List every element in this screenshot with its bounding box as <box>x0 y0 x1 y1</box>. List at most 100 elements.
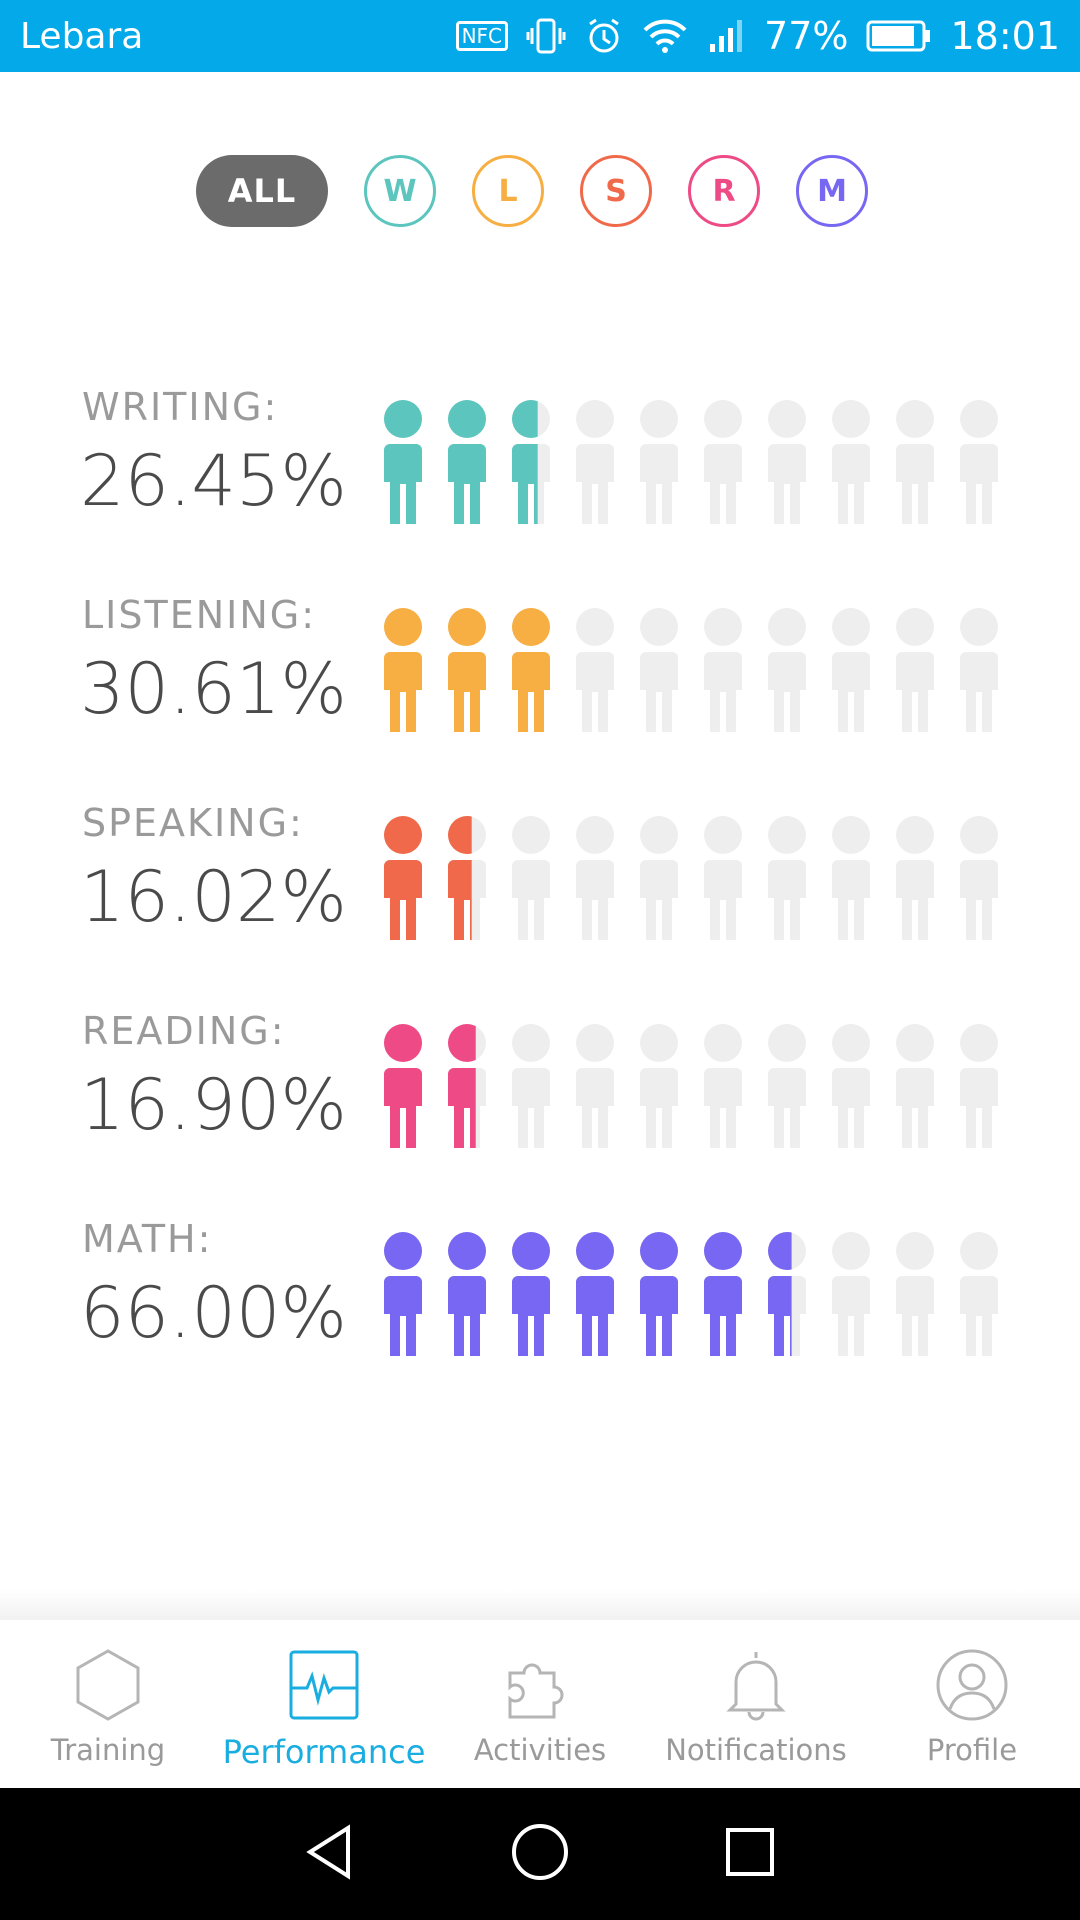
metric-value: 26.45% <box>80 440 347 522</box>
person-icon <box>636 1022 682 1148</box>
person-icon <box>572 606 618 732</box>
person-icon <box>764 814 810 940</box>
person-icon <box>380 1022 426 1148</box>
person-icon <box>956 814 1002 940</box>
metric-row-speaking: SPEAKING: 16.02% <box>0 796 1080 1004</box>
metric-row-reading: READING: 16.90% <box>0 1004 1080 1212</box>
person-icon <box>700 814 746 940</box>
metric-label: SPEAKING: <box>82 801 304 845</box>
person-icon <box>636 398 682 524</box>
person-icon <box>892 606 938 732</box>
skill-filter-bar: ALL W L S R M <box>196 155 868 227</box>
nav-label: Profile <box>926 1733 1018 1767</box>
wifi-icon <box>642 16 688 56</box>
bell-icon <box>720 1645 792 1725</box>
vibrate-icon <box>526 16 566 56</box>
clock: 18:01 <box>950 14 1060 58</box>
person-icon <box>828 398 874 524</box>
nav-label: Training <box>50 1733 166 1767</box>
person-icon <box>828 1022 874 1148</box>
person-icon <box>828 1230 874 1356</box>
person-icon <box>508 606 554 732</box>
filter-speaking-button[interactable]: S <box>580 155 652 227</box>
status-icons: NFC 77% 18:01 <box>455 14 1060 58</box>
pulse-chart-icon <box>287 1645 361 1725</box>
person-icon <box>380 398 426 524</box>
person-icon <box>508 398 554 524</box>
person-icon <box>892 398 938 524</box>
person-icon <box>508 1022 554 1148</box>
nav-activities[interactable]: Activities <box>432 1620 648 1788</box>
person-icon <box>444 606 490 732</box>
person-icon <box>444 814 490 940</box>
metric-label: LISTENING: <box>82 593 317 637</box>
hexagon-icon <box>72 1645 144 1725</box>
filter-all-button[interactable]: ALL <box>196 155 328 227</box>
person-icon <box>764 606 810 732</box>
person-icon <box>828 606 874 732</box>
person-icon <box>956 1230 1002 1356</box>
nav-label: Activities <box>473 1733 607 1767</box>
metric-row-math: MATH: 66.00% <box>0 1212 1080 1420</box>
metric-value: 16.02% <box>80 856 347 938</box>
metric-row-writing: WRITING: 26.45% <box>0 380 1080 588</box>
nav-performance[interactable]: Performance <box>216 1620 432 1788</box>
person-icon <box>892 1230 938 1356</box>
person-icon <box>700 606 746 732</box>
person-icon <box>444 398 490 524</box>
person-icon <box>764 1230 810 1356</box>
person-icon <box>700 1230 746 1356</box>
person-icon <box>508 1230 554 1356</box>
filter-reading-button[interactable]: R <box>688 155 760 227</box>
person-icon <box>636 814 682 940</box>
person-icon <box>444 1230 490 1356</box>
system-nav-bar <box>0 1788 1080 1920</box>
home-icon[interactable] <box>510 1822 570 1886</box>
person-icon <box>956 398 1002 524</box>
person-icon <box>956 606 1002 732</box>
person-icon <box>572 814 618 940</box>
person-icon <box>700 1022 746 1148</box>
metric-value: 66.00% <box>80 1272 347 1354</box>
person-icon <box>700 398 746 524</box>
person-icon <box>572 1230 618 1356</box>
person-icon <box>956 1022 1002 1148</box>
filter-writing-button[interactable]: W <box>364 155 436 227</box>
battery-percent: 77% <box>764 14 849 58</box>
filter-listening-button[interactable]: L <box>472 155 544 227</box>
back-icon[interactable] <box>300 1822 360 1886</box>
metric-value: 30.61% <box>80 648 347 730</box>
person-icon <box>764 1022 810 1148</box>
metric-label: MATH: <box>82 1217 213 1261</box>
battery-icon <box>866 18 932 54</box>
nav-notifications[interactable]: Notifications <box>648 1620 864 1788</box>
person-icon <box>508 814 554 940</box>
person-icon <box>828 814 874 940</box>
metric-row-listening: LISTENING: 30.61% <box>0 588 1080 796</box>
carrier-name: Lebara <box>20 15 144 57</box>
nfc-icon: NFC <box>455 21 509 51</box>
nav-profile[interactable]: Profile <box>864 1620 1080 1788</box>
nav-label: Notifications <box>665 1733 847 1767</box>
performance-metrics: WRITING: 26.45% LISTENING: 30.61% SPEAKI… <box>0 380 1080 1420</box>
recents-icon[interactable] <box>720 1822 780 1886</box>
person-icon <box>572 1022 618 1148</box>
person-icon <box>764 398 810 524</box>
nav-label: Performance <box>222 1733 426 1771</box>
status-bar: Lebara NFC 77% 18:01 <box>0 0 1080 72</box>
person-icon <box>380 1230 426 1356</box>
person-icon <box>636 606 682 732</box>
person-icon <box>572 398 618 524</box>
person-icon <box>636 1230 682 1356</box>
person-icon <box>892 814 938 940</box>
user-circle-icon <box>934 1645 1010 1725</box>
nav-shadow <box>0 1590 1080 1620</box>
person-icon <box>380 606 426 732</box>
bottom-nav: Training Performance Activities Notifica… <box>0 1620 1080 1788</box>
person-icon <box>892 1022 938 1148</box>
puzzle-icon <box>502 1645 578 1725</box>
metric-value: 16.90% <box>80 1064 347 1146</box>
nav-training[interactable]: Training <box>0 1620 216 1788</box>
metric-label: WRITING: <box>82 385 279 429</box>
filter-math-button[interactable]: M <box>796 155 868 227</box>
